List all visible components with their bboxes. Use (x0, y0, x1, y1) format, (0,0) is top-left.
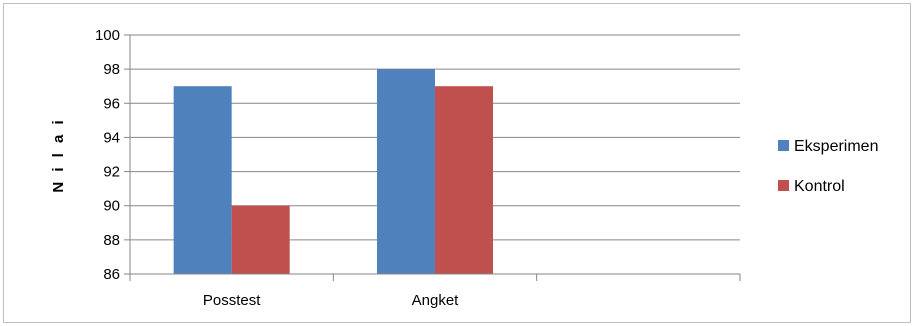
y-tick-label: 88 (103, 232, 120, 249)
bars (173, 69, 493, 275)
legend-swatch (778, 180, 789, 191)
y-tick-label: 94 (103, 129, 120, 146)
bar-kontrol-angket (435, 86, 493, 274)
bar-kontrol-posstest (231, 205, 290, 274)
y-axis-tick-labels: 86 88 90 92 94 96 98 100 (95, 27, 120, 283)
y-tick-label: 86 (103, 266, 120, 283)
bar-eksperimen-angket (377, 69, 435, 275)
legend-label: Kontrol (794, 178, 845, 195)
legend-swatch (778, 140, 789, 151)
x-axis-category-labels: Posstest Angket (203, 292, 459, 309)
legend: Eksperimen Kontrol (778, 138, 878, 195)
y-tick-label: 90 (103, 198, 120, 215)
x-category-label: Posstest (203, 292, 261, 309)
y-tick-label: 100 (95, 27, 120, 44)
y-tick-label: 96 (103, 95, 120, 112)
bar-eksperimen-posstest (173, 86, 232, 274)
y-axis-label: N i l a i (50, 117, 67, 192)
y-tick-label: 98 (103, 61, 120, 78)
x-category-label: Angket (412, 292, 460, 309)
legend-label: Eksperimen (794, 138, 878, 155)
axes (129, 35, 741, 281)
y-tick-label: 92 (103, 164, 120, 181)
